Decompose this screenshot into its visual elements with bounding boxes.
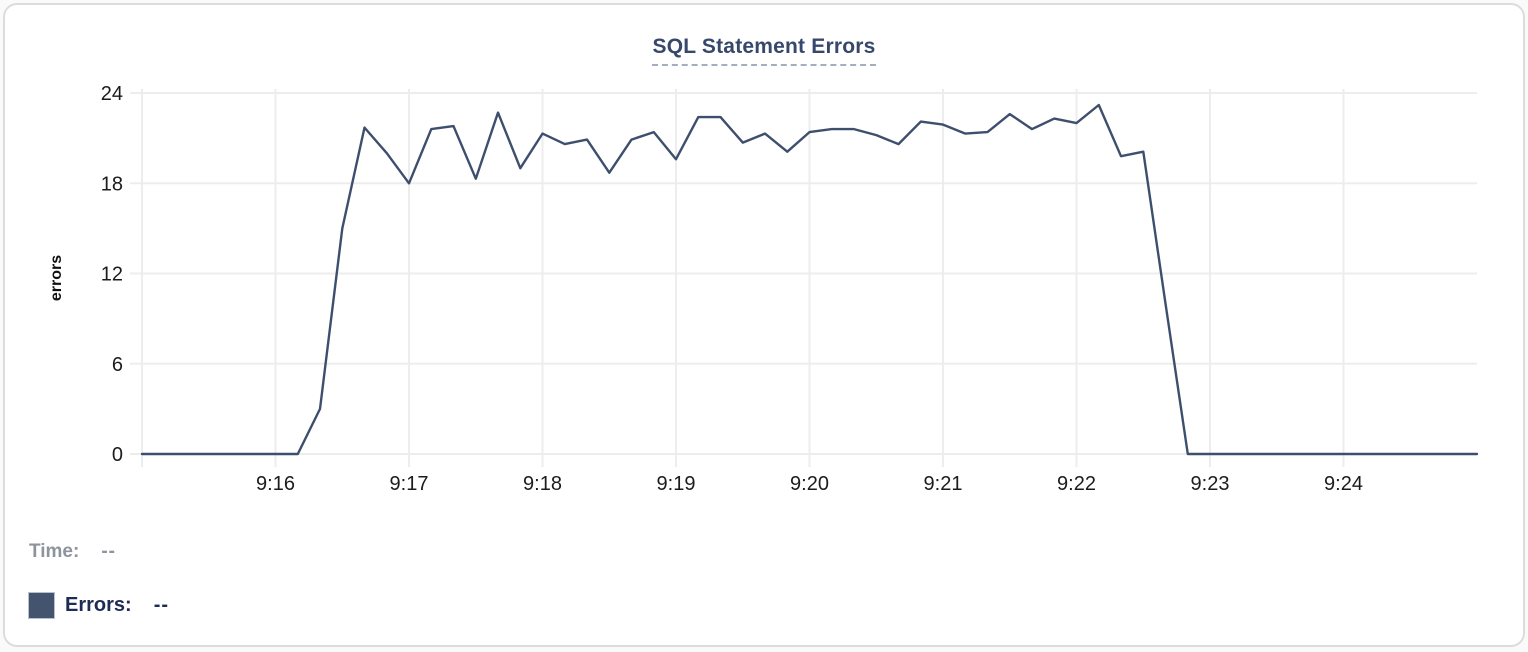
- series-line-errors[interactable]: [140, 103, 1479, 456]
- svg-text:9:21: 9:21: [924, 473, 963, 495]
- errors-series-swatch-icon: [29, 592, 54, 618]
- svg-text:9:17: 9:17: [390, 473, 429, 495]
- time-readout-row: Time: --: [29, 537, 169, 567]
- svg-text:9:18: 9:18: [523, 473, 562, 495]
- svg-text:0: 0: [112, 444, 123, 466]
- svg-text:12: 12: [101, 264, 123, 286]
- errors-readout-value: --: [153, 593, 170, 616]
- sql-errors-line-chart[interactable]: 0 6 12 18 24 9:16 9:17 9:18 9:19 9:20 9:21 9:22 9:23…: [5, 5, 1528, 505]
- svg-text:9:23: 9:23: [1191, 473, 1230, 495]
- chart-card: SQL Statement Errors errors 0 6 12 18 24 9:16…: [3, 3, 1525, 647]
- time-readout-label: Time:: [29, 541, 80, 562]
- svg-text:9:16: 9:16: [256, 473, 295, 495]
- svg-text:6: 6: [112, 354, 123, 376]
- gridlines: [130, 89, 1477, 467]
- svg-text:9:19: 9:19: [657, 473, 696, 495]
- errors-readout-row: Errors: --: [29, 590, 169, 620]
- svg-text:9:24: 9:24: [1324, 473, 1363, 495]
- chart-header: SQL Statement Errors: [5, 35, 1523, 66]
- hover-readout: Time: -- Errors: --: [29, 537, 169, 620]
- errors-readout-label: Errors:: [65, 593, 132, 616]
- svg-text:24: 24: [101, 83, 123, 105]
- y-axis-tick-labels: 0 6 12 18 24: [101, 83, 123, 466]
- svg-text:9:22: 9:22: [1057, 473, 1096, 495]
- y-axis-label: errors: [48, 254, 65, 302]
- x-axis-tick-labels: 9:16 9:17 9:18 9:19 9:20 9:21 9:22 9:23 9:24: [256, 473, 1363, 495]
- chart-title[interactable]: SQL Statement Errors: [652, 35, 876, 66]
- svg-text:9:20: 9:20: [790, 473, 829, 495]
- time-readout-value: --: [101, 541, 116, 562]
- svg-text:18: 18: [101, 173, 123, 195]
